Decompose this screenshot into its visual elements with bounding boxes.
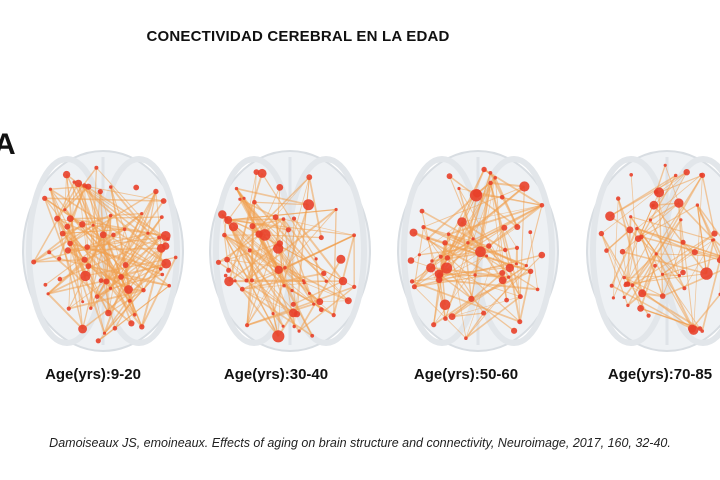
citation: Damoiseaux JS, emoineaux. Effects of agi… (49, 436, 671, 450)
connection-edges (600, 165, 720, 332)
network-nodes (407, 166, 546, 340)
age-label-9-20: Age(yrs):9-20 (45, 366, 141, 383)
brain-network-graph-4 (586, 150, 720, 352)
slide-title: CONECTIVIDAD CEREBRAL EN LA EDAD (146, 28, 450, 45)
panel-letter: A (0, 128, 16, 161)
network-nodes (215, 168, 357, 343)
brain-network-panel-2 (195, 140, 385, 362)
connection-edges (33, 167, 177, 342)
network-nodes (598, 163, 720, 335)
brain-network-graph-3 (397, 150, 559, 352)
brain-network-panel-1 (8, 140, 198, 362)
brain-network-graph-1 (22, 150, 184, 352)
age-label-30-40: Age(yrs):30-40 (223, 366, 329, 383)
age-label-50-60: Age(yrs):50-60 (413, 366, 519, 383)
brain-network-panel-4 (572, 140, 720, 362)
network-nodes (31, 165, 178, 344)
age-label-70-85: Age(yrs):70-85 (607, 366, 713, 383)
connection-edges (218, 172, 355, 337)
brain-network-panel-3 (383, 140, 573, 362)
brain-network-graph-2 (209, 150, 371, 352)
